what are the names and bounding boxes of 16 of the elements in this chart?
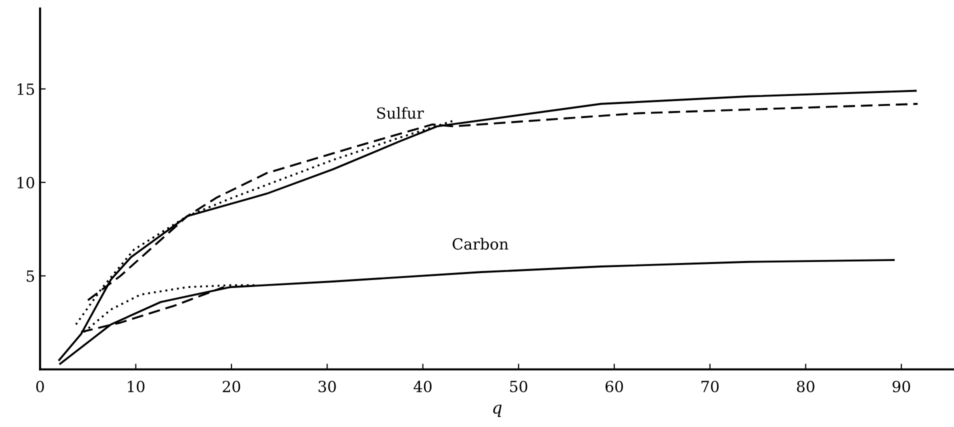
x-tick-label: 50	[510, 380, 528, 392]
x-tick-label: 70	[702, 380, 719, 392]
x-tick-label: 20	[222, 380, 240, 392]
x-tick-label: 60	[606, 380, 623, 392]
x-tick-label: 30	[318, 380, 336, 392]
x-axis-title: q	[493, 404, 502, 417]
x-tick-label: 40	[414, 380, 432, 392]
x-tick-label: 10	[128, 380, 144, 392]
x-tick-label: 80	[796, 380, 814, 392]
series-label: Sulfur	[377, 107, 424, 119]
y-tick-label: 10	[18, 176, 34, 188]
y-tick-label: 5	[26, 270, 34, 282]
x-tick-label: 90	[892, 380, 910, 392]
series-label: Carbon	[452, 238, 508, 250]
y-tick-label: 15	[18, 83, 34, 95]
x-tick-label: 0	[36, 380, 44, 392]
